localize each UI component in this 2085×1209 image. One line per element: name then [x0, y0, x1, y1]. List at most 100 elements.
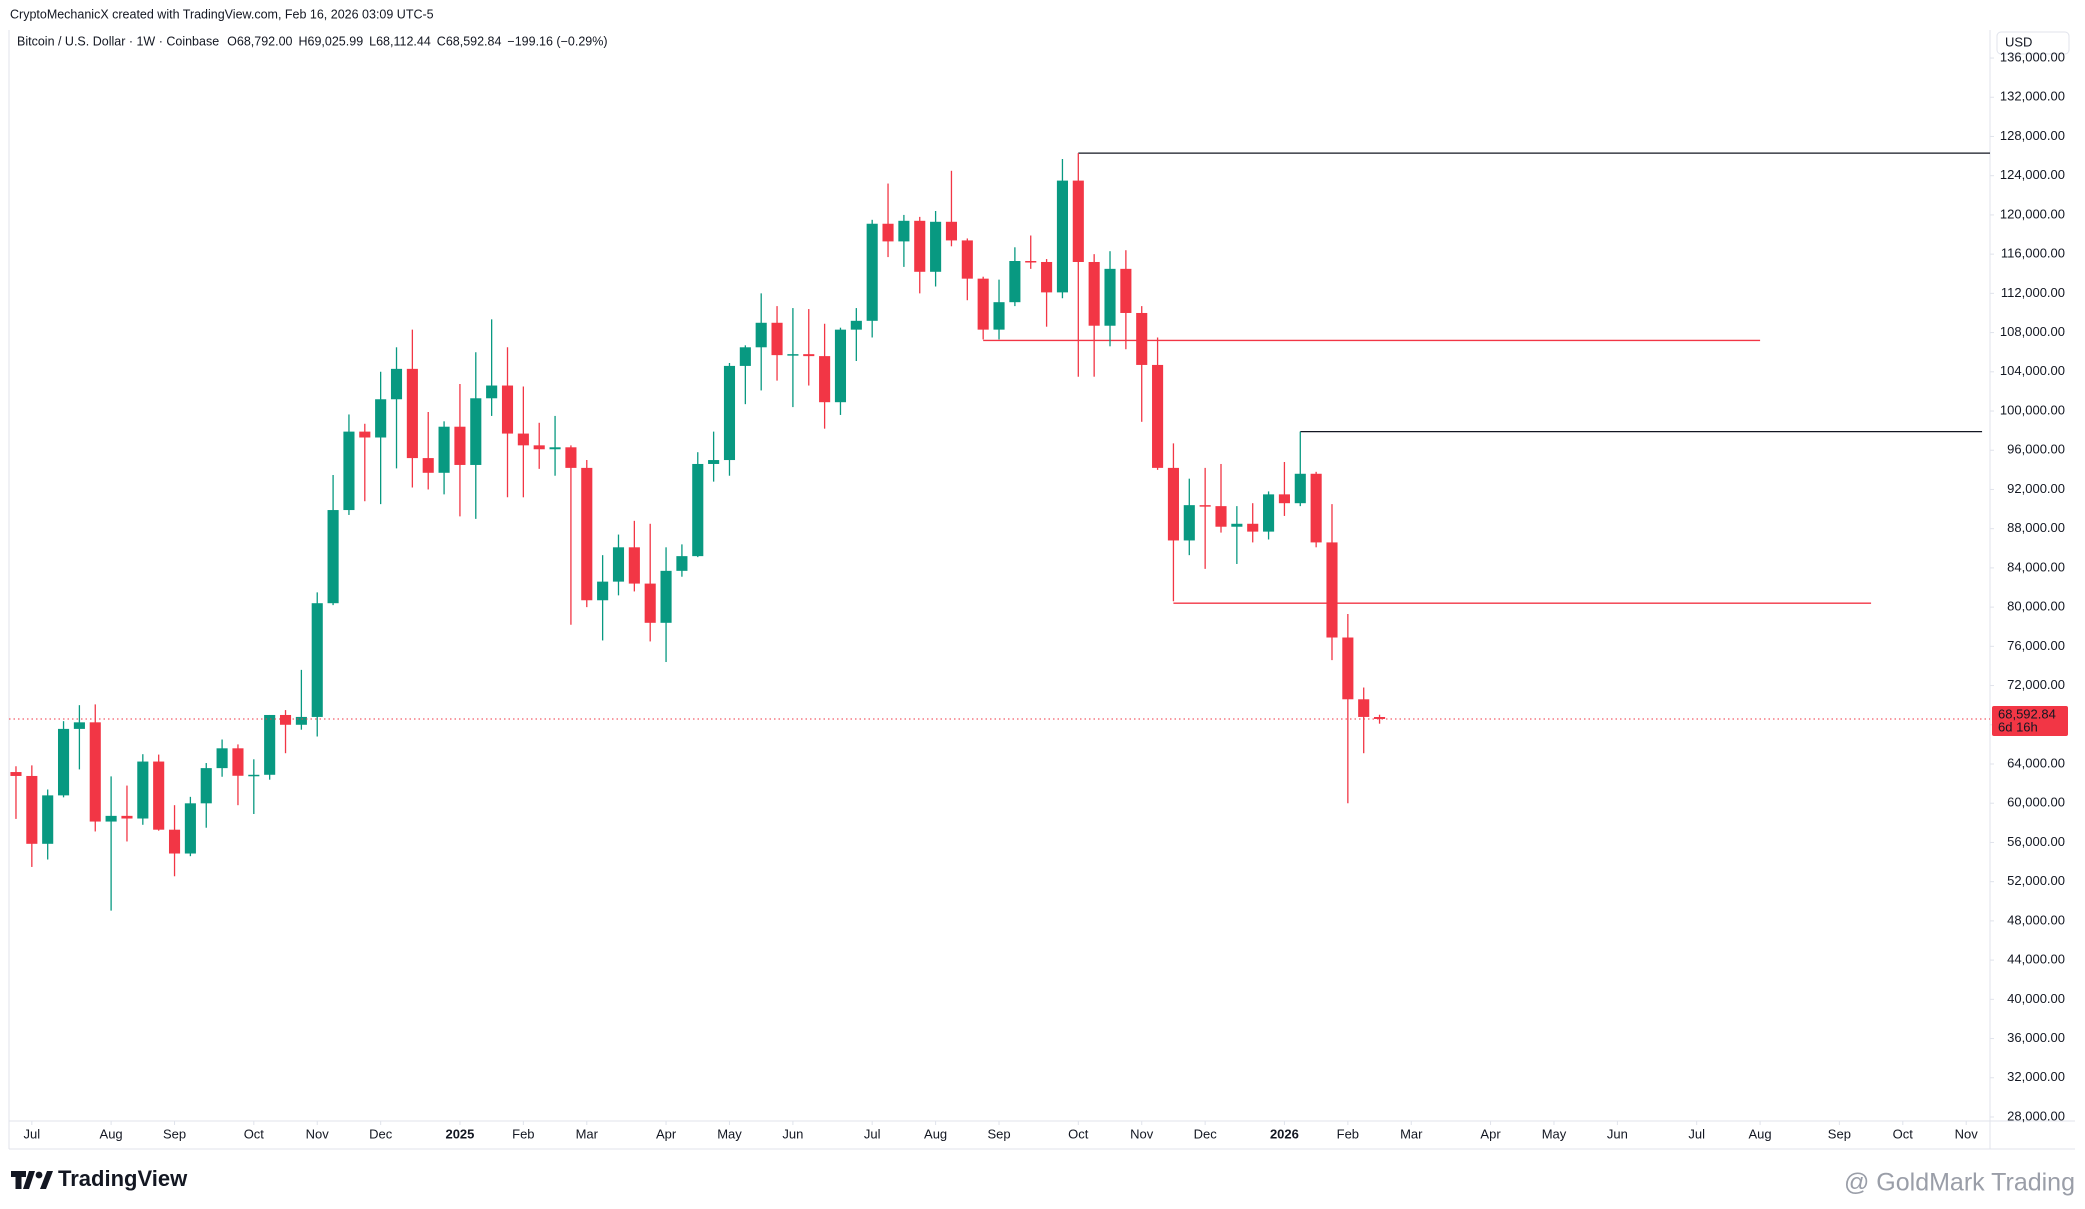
candle-body [723, 365, 736, 461]
candle-body [660, 570, 672, 623]
x-tick-label: Oct [244, 1126, 265, 1141]
candle-body [1231, 523, 1243, 527]
candle-body [42, 795, 54, 844]
candle-body [168, 829, 181, 854]
x-tick-label: Jun [1607, 1126, 1628, 1141]
y-tick-label: 28,000.00 [2007, 1108, 2065, 1123]
candle-body [898, 220, 910, 242]
candle-body [216, 748, 228, 769]
x-tick-label: Feb [512, 1126, 534, 1141]
ohlc-item: −199.16 (−0.29%) [507, 34, 607, 48]
candle-body [803, 354, 815, 357]
y-tick-label: 128,000.00 [2000, 128, 2065, 143]
x-tick-label: Feb [1337, 1126, 1359, 1141]
x-tick-label: Nov [1955, 1126, 1979, 1141]
candle-body [279, 714, 292, 725]
candle-body [628, 547, 640, 584]
candle-body [454, 426, 466, 465]
candle-body [1167, 467, 1179, 541]
candle-body [264, 714, 276, 775]
candle-body [1247, 523, 1259, 532]
candle-body [200, 768, 212, 804]
x-tick-label: Oct [1068, 1126, 1089, 1141]
candle-body [295, 716, 307, 725]
x-tick-label: Aug [924, 1126, 947, 1141]
x-tick-label: May [1542, 1126, 1567, 1141]
candle-body [470, 398, 482, 465]
y-tick-label: 32,000.00 [2007, 1069, 2065, 1084]
candle-body [57, 728, 70, 796]
ohlc-item: 68,112.44 [376, 34, 431, 48]
y-tick-label: 96,000.00 [2007, 442, 2065, 457]
y-tick-label: 132,000.00 [2000, 89, 2065, 104]
x-tick-label: Jul [24, 1126, 41, 1141]
y-tick-label: 36,000.00 [2007, 1030, 2065, 1045]
candle-body [422, 458, 434, 473]
last-price-box [1992, 705, 2068, 736]
y-tick-label: 76,000.00 [2007, 638, 2065, 653]
candle-body [1025, 261, 1037, 263]
y-tick-label: 60,000.00 [2007, 795, 2065, 810]
candle-body [676, 556, 688, 571]
x-tick-label: May [717, 1126, 742, 1141]
candle-body [1215, 506, 1227, 527]
candle-body [882, 223, 894, 242]
x-tick-label: Aug [1749, 1126, 1772, 1141]
candle-body [644, 583, 656, 623]
candle-body [1374, 717, 1386, 719]
candle-body [248, 774, 260, 777]
x-tick-label: Apr [656, 1126, 677, 1141]
x-tick-label: Oct [1893, 1126, 1914, 1141]
candle-body [517, 433, 529, 446]
y-tick-label: 40,000.00 [2007, 991, 2065, 1006]
x-tick-label: 2025 [445, 1126, 474, 1141]
currency-box[interactable] [1996, 31, 2070, 55]
candle-body [1183, 505, 1195, 541]
x-tick-label: 2026 [1270, 1126, 1299, 1141]
x-tick-label: Sep [163, 1126, 186, 1141]
watermark: @ GoldMark Trading [1844, 1169, 2075, 1197]
y-tick-label: 48,000.00 [2007, 912, 2065, 927]
candle-body [105, 815, 117, 822]
candle-body [184, 803, 196, 854]
candle-body [343, 431, 355, 511]
candle-body [581, 467, 593, 601]
candle-body [10, 772, 22, 776]
x-tick-label: Nov [1130, 1126, 1154, 1141]
last-price-label: 68,592.84 [1998, 706, 2056, 721]
candle-body [1088, 261, 1100, 326]
ohlc-item: 69,025.99 [308, 34, 364, 48]
y-tick-label: 56,000.00 [2007, 834, 2065, 849]
candle-body [327, 510, 339, 604]
y-tick-label: 80,000.00 [2007, 599, 2065, 614]
candle-body [692, 463, 704, 557]
candle-body [1326, 542, 1338, 638]
x-tick-label: Nov [306, 1126, 330, 1141]
x-tick-label: Jun [782, 1126, 803, 1141]
logo-icon-part [40, 1171, 53, 1189]
logo-dot [35, 1171, 43, 1179]
y-tick-label: 104,000.00 [2000, 363, 2065, 378]
y-tick-label: 72,000.00 [2007, 677, 2065, 692]
candle-body [406, 368, 418, 459]
candle-body [1199, 505, 1211, 507]
candle-body [486, 385, 498, 399]
candle-body [945, 221, 958, 241]
candle-body [1104, 268, 1116, 326]
tradingview-logo: TradingView [11, 1166, 188, 1191]
candle-body [708, 460, 720, 464]
candle-body [1056, 180, 1068, 293]
candle-body [311, 603, 323, 717]
y-tick-label: 112,000.00 [2001, 285, 2065, 300]
candle-body [1072, 180, 1084, 262]
candle-body [1358, 699, 1370, 717]
y-tick-label: 108,000.00 [2000, 324, 2065, 339]
y-tick-label: 52,000.00 [2007, 873, 2065, 888]
candle-body [914, 220, 926, 272]
x-tick-label: Mar [576, 1126, 599, 1141]
x-tick-label: Mar [1400, 1126, 1423, 1141]
candle-body [755, 322, 767, 348]
